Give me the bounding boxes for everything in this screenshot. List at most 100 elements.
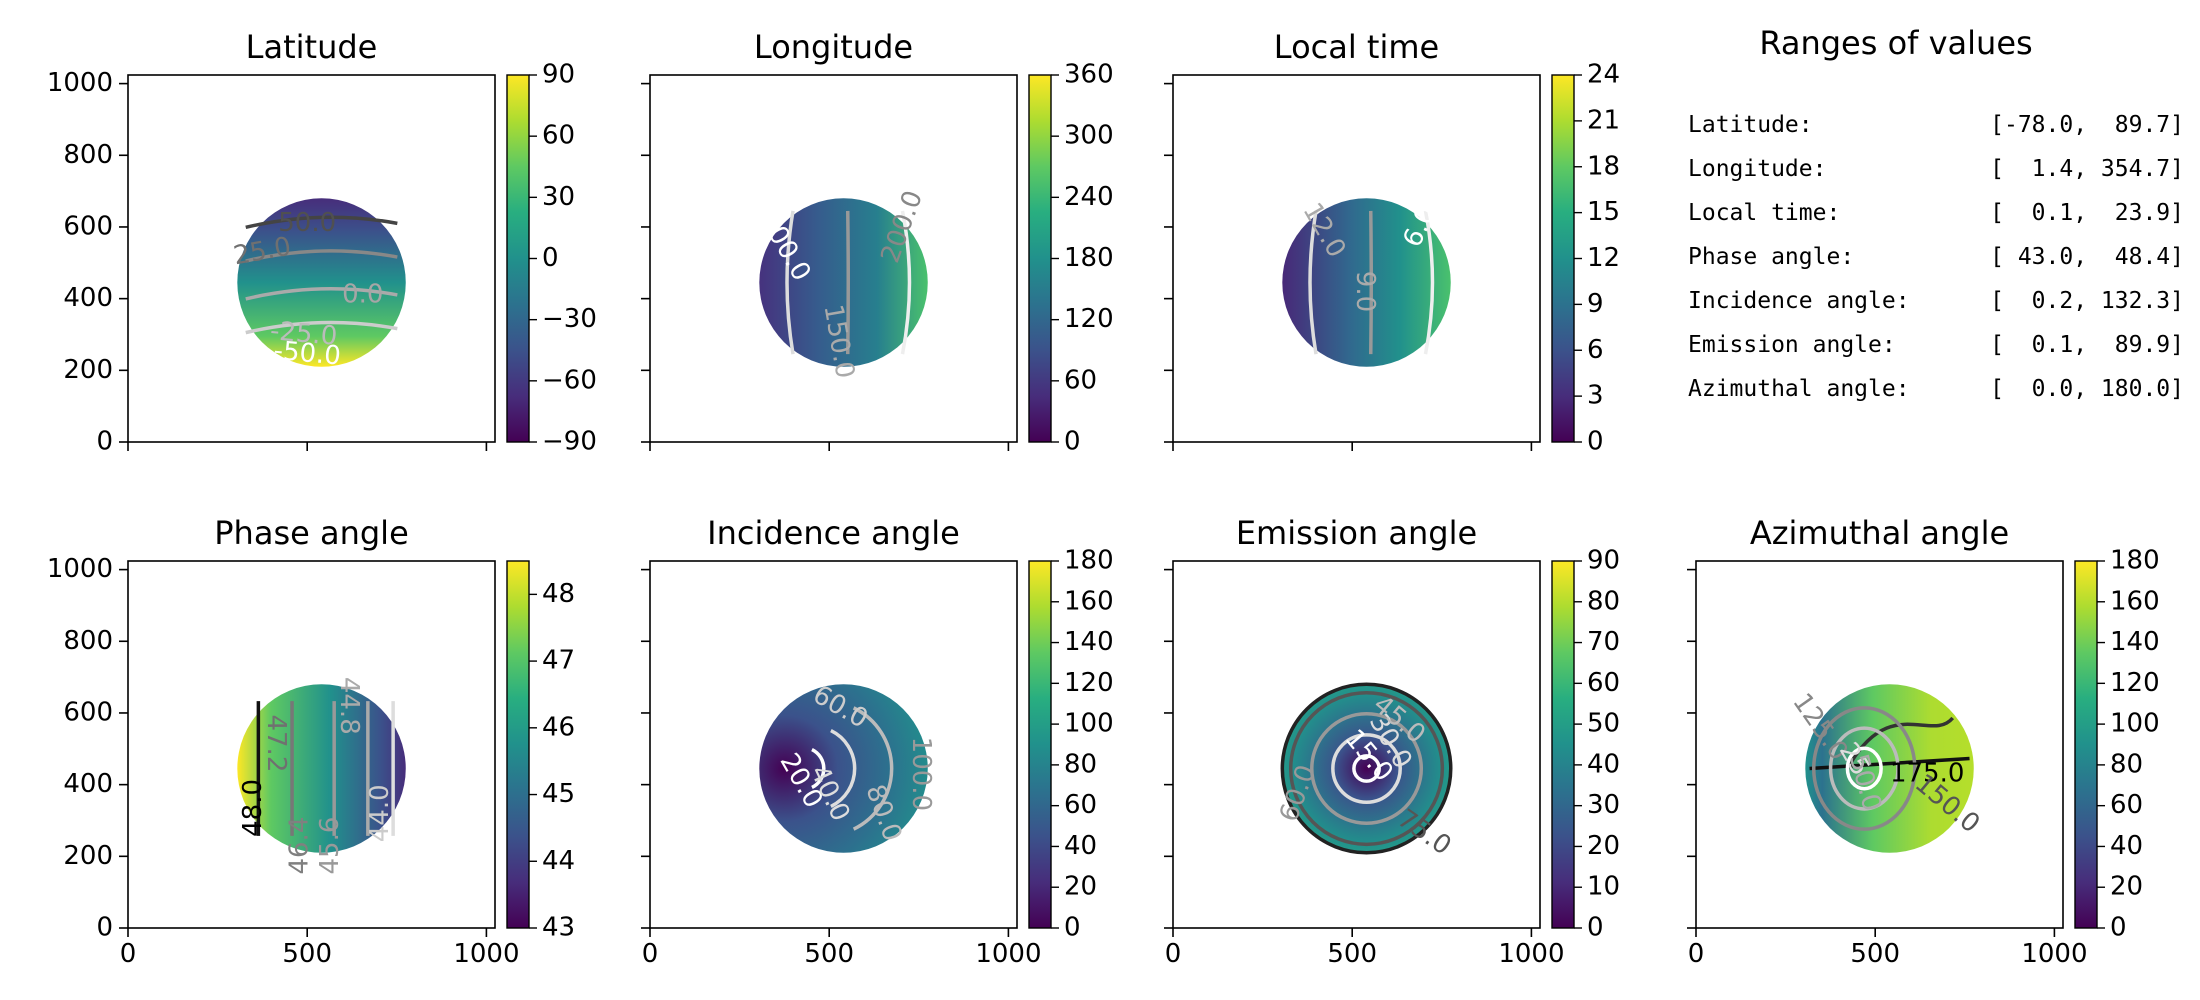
colorbar-tick-label: 43 xyxy=(542,913,575,943)
range-label: Latitude: xyxy=(1688,112,1813,138)
x-tick-label: 0 xyxy=(1165,939,1182,969)
colorbar-tick-label: 70 xyxy=(1587,627,1620,657)
x-tick-label: 1000 xyxy=(1498,939,1564,969)
axes-frame xyxy=(1172,74,1541,443)
axes-frame xyxy=(649,560,1018,929)
colorbar-tick-label: 180 xyxy=(1064,243,1114,273)
range-label: Phase angle: xyxy=(1688,244,1854,270)
contour-label: -50.0 xyxy=(272,336,342,372)
planet-disk xyxy=(1282,198,1451,367)
contour-label: 44.0 xyxy=(365,784,395,842)
colorbar xyxy=(1028,560,1052,929)
x-tick-label: 500 xyxy=(1850,939,1900,969)
y-tick-label: 400 xyxy=(63,283,113,313)
contour-label: 100.0 xyxy=(906,737,936,811)
y-tick-label: 1000 xyxy=(47,68,113,98)
contour-line xyxy=(1288,690,1445,847)
contour-label: 46.4 xyxy=(285,817,315,875)
axes-frame xyxy=(1172,560,1541,929)
contour-line xyxy=(900,210,912,355)
colorbar-tick-label: 30 xyxy=(1587,790,1620,820)
range-value: [ 43.0, 48.4] xyxy=(1990,244,2184,270)
colorbar-tick-label: 18 xyxy=(1587,151,1620,181)
colorbar-tick-label: 48 xyxy=(542,579,575,609)
contour-label: -25.0 xyxy=(269,316,339,352)
colorbar-tick-label: 24 xyxy=(1587,60,1620,90)
contour-line xyxy=(811,747,826,790)
contour-line xyxy=(1352,754,1381,783)
colorbar-tick-label: 160 xyxy=(2110,586,2160,616)
range-value: [ 0.1, 89.9] xyxy=(1990,332,2184,358)
contour-line xyxy=(245,287,398,301)
colorbar-tick-label: 120 xyxy=(2110,668,2160,698)
x-tick-label: 0 xyxy=(1688,939,1705,969)
colorbar-tick-label: 46 xyxy=(542,712,575,742)
contour-label: 50.0 xyxy=(278,208,336,238)
planet-disk xyxy=(759,684,928,853)
colorbar-tick-label: 80 xyxy=(2110,749,2143,779)
colorbar-tick-label: 100 xyxy=(1064,709,1114,739)
axes-frame xyxy=(1695,560,2064,929)
subplot-title: Phase angle xyxy=(214,514,409,552)
range-value: [-78.0, 89.7] xyxy=(1990,112,2184,138)
colorbar-tick-label: 160 xyxy=(1064,586,1114,616)
colorbar-tick-label: 300 xyxy=(1064,121,1114,151)
colorbar-tick-label: 0 xyxy=(1064,427,1081,457)
range-label: Azimuthal angle: xyxy=(1688,376,1910,402)
colorbar xyxy=(1551,560,1575,929)
ranges-panel: Ranges of values Latitude: [-78.0, 89.7]L… xyxy=(1688,24,2184,402)
colorbar-tick-label: 120 xyxy=(1064,304,1114,334)
range-value: [ 0.0, 180.0] xyxy=(1990,376,2184,402)
colorbar-tick-label: 20 xyxy=(1064,872,1097,902)
contour-label: 44.8 xyxy=(334,677,364,735)
colorbar xyxy=(1551,74,1575,443)
contour-line xyxy=(830,729,857,808)
colorbar-tick-label: 20 xyxy=(2110,872,2143,902)
range-value: [ 1.4, 354.7] xyxy=(1990,156,2184,182)
contour-line xyxy=(1845,746,1883,791)
y-tick-label: 200 xyxy=(63,355,113,385)
x-tick-label: 1000 xyxy=(453,939,519,969)
x-tick-label: 500 xyxy=(282,939,332,969)
contour-lines xyxy=(811,706,894,831)
contour-line xyxy=(1811,706,1917,831)
colorbar-tick-label: 140 xyxy=(1064,627,1114,657)
axes-frame xyxy=(127,560,496,929)
y-tick-label: 800 xyxy=(63,626,113,656)
colorbar-tick-label: −90 xyxy=(542,427,597,457)
x-tick-label: 500 xyxy=(1327,939,1377,969)
colorbar-tick-label: 40 xyxy=(1064,831,1097,861)
colorbar-tick-label: 140 xyxy=(2110,627,2160,657)
colorbar-tick-label: 90 xyxy=(542,60,575,90)
colorbar-tick-label: 180 xyxy=(2110,546,2160,576)
subplot-title: Emission angle xyxy=(1236,514,1477,552)
range-label: Longitude: xyxy=(1688,156,1826,182)
ranges-title: Ranges of values xyxy=(1759,24,2032,62)
colorbar xyxy=(1028,74,1052,443)
subplot-1: Longitude100.0150.0200.00601201802403003… xyxy=(641,28,1114,457)
y-tick-label: 200 xyxy=(63,841,113,871)
colorbar-tick-label: 0 xyxy=(2110,913,2127,943)
x-tick-label: 1000 xyxy=(2021,939,2087,969)
contour-line xyxy=(245,215,398,230)
ranges-rows: Latitude: [-78.0, 89.7] Longitude: [ 1.4, 3… xyxy=(1688,112,2184,402)
range-label: Local time: xyxy=(1688,200,1840,226)
contour-line xyxy=(1809,756,1970,771)
contour-label: 0.0 xyxy=(342,280,383,310)
contour-line xyxy=(1308,210,1318,355)
colorbar-tick-label: −30 xyxy=(542,304,597,334)
colorbar-tick-label: 9 xyxy=(1587,289,1604,319)
x-tick-label: 500 xyxy=(804,939,854,969)
contour-line xyxy=(1280,682,1453,855)
colorbar-tick-label: 0 xyxy=(542,243,559,273)
subplot-3: Phase angle 47.2 48.0 44.8 45.646.4 44.0 0 500 1… xyxy=(47,514,575,969)
plots-container: Latitude50.025.00.0-25.0-50.002004006008… xyxy=(47,28,2160,969)
colorbar-tick-label: 40 xyxy=(2110,831,2143,861)
y-tick-label: 600 xyxy=(63,211,113,241)
contour-line xyxy=(245,249,398,263)
colorbar-tick-label: 30 xyxy=(542,182,575,212)
planet-disk xyxy=(759,198,928,367)
